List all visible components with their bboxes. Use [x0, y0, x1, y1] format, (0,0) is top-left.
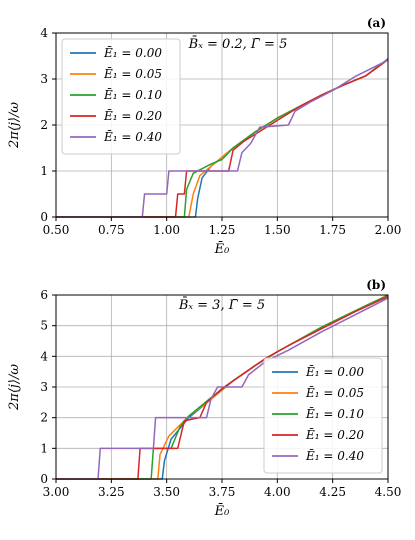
x-tick-label: 4.25 [319, 485, 346, 499]
y-axis-label: 2π⟨j⟩/ω [7, 102, 22, 149]
legend: Ē₁ = 0.00 Ē₁ = 0.05 Ē₁ = 0.10 Ē₁ = 0.20 Ē₁ =… [61, 38, 181, 155]
y-tick-label: 1 [40, 441, 48, 455]
y-tick-label: 4 [40, 26, 48, 40]
series-line-4 [56, 297, 389, 480]
panel-a: 0.50 0.75 1.00 1.25 1.50 1.75 2.00 0 1 2 3 4 Ē₀ 2π⟨j⟩… [7, 16, 401, 257]
x-tick-label: 2.00 [375, 223, 402, 237]
x-tick-label: 0.50 [43, 223, 70, 237]
y-tick-label: 2 [40, 118, 48, 132]
legend-box [61, 38, 181, 155]
series-line-4 [56, 59, 389, 218]
parameter-annotation: B̄ₓ = 3, Γ̄ = 5 [178, 297, 265, 313]
legend-label-0: Ē₁ = 0.00 [305, 364, 364, 379]
x-tick-label: 3.25 [98, 485, 125, 499]
x-axis-label: Ē₀ [214, 503, 230, 519]
x-axis-label: Ē₀ [214, 241, 230, 257]
y-tick-label: 0 [40, 210, 48, 224]
x-tick-label: 1.00 [153, 223, 180, 237]
y-tick-label: 2 [40, 411, 48, 425]
x-tick-label: 3.50 [153, 485, 180, 499]
panel-label: (b) [366, 278, 386, 292]
legend-label-4: Ē₁ = 0.40 [305, 448, 364, 463]
x-tick-label: 1.25 [209, 223, 236, 237]
legend-label-1: Ē₁ = 0.05 [103, 66, 162, 81]
panel-b: 3.00 3.25 3.50 3.75 4.00 4.25 4.50 0 1 2 3 4 5 6 Ē₀ 2π⟨… [7, 278, 401, 519]
x-tick-label: 0.75 [98, 223, 125, 237]
x-tick-label: 1.50 [264, 223, 291, 237]
y-axis-label: 2π⟨j⟩/ω [7, 364, 22, 411]
x-tick-label: 4.50 [375, 485, 402, 499]
legend-label-0: Ē₁ = 0.00 [103, 45, 162, 60]
legend-label-4: Ē₁ = 0.40 [103, 129, 162, 144]
panel-label: (a) [367, 16, 386, 30]
legend-label-3: Ē₁ = 0.20 [305, 427, 364, 442]
y-tick-label: 5 [40, 319, 48, 333]
legend-label-3: Ē₁ = 0.20 [103, 108, 162, 123]
x-tick-label: 1.75 [319, 223, 346, 237]
x-tick-label: 4.00 [264, 485, 291, 499]
y-tick-label: 6 [40, 288, 48, 302]
legend-label-2: Ē₁ = 0.10 [103, 87, 162, 102]
y-tick-label: 3 [40, 72, 48, 86]
x-tick-label: 3.00 [43, 485, 70, 499]
legend-box [263, 357, 383, 474]
y-tick-label: 1 [40, 164, 48, 178]
legend-label-2: Ē₁ = 0.10 [305, 406, 364, 421]
x-tick-label: 3.75 [209, 485, 236, 499]
y-tick-label: 0 [40, 472, 48, 486]
y-tick-label: 3 [40, 380, 48, 394]
legend: Ē₁ = 0.00 Ē₁ = 0.05 Ē₁ = 0.10 Ē₁ = 0.20 Ē₁ =… [263, 357, 383, 474]
parameter-annotation: B̄ₓ = 0.2, Γ̄ = 5 [188, 36, 288, 52]
y-tick-label: 4 [40, 349, 48, 363]
legend-label-1: Ē₁ = 0.05 [305, 385, 364, 400]
